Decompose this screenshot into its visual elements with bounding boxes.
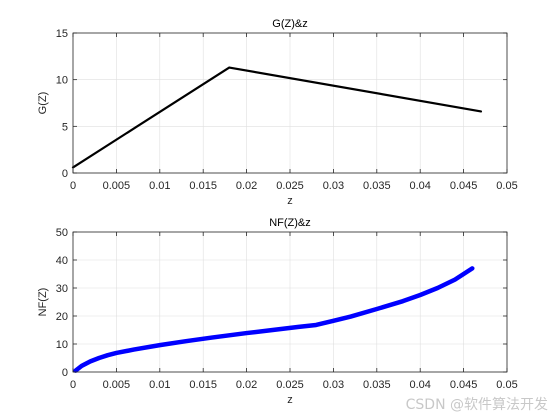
top-x-tick-label-0: 0 bbox=[70, 180, 76, 192]
top-series bbox=[71, 66, 483, 169]
top-x-tick-label-7: 0.035 bbox=[363, 180, 391, 192]
watermark-text: CSDN @软件算法开发 bbox=[405, 397, 548, 413]
bottom-y-tick-label-5: 50 bbox=[56, 227, 68, 239]
top-x-tick-label-4: 0.02 bbox=[236, 180, 257, 192]
top-x-axis-label: z bbox=[287, 195, 293, 207]
bottom-x-tick-label-5: 0.025 bbox=[276, 379, 304, 391]
top-chart-title: G(Z)&z bbox=[272, 18, 307, 30]
top-ticks bbox=[72, 32, 508, 174]
bottom-x-tick-label-3: 0.015 bbox=[189, 379, 217, 391]
bottom-y-tick-label-1: 10 bbox=[56, 339, 68, 351]
bottom-y-axis-label: NF(Z) bbox=[37, 288, 49, 317]
top-x-tick-label-2: 0.01 bbox=[149, 180, 170, 192]
bottom-series-line-0 bbox=[73, 266, 475, 373]
bottom-y-tick-label-4: 40 bbox=[56, 255, 68, 267]
bottom-x-tick-label-10: 0.05 bbox=[496, 379, 517, 391]
top-y-tick-label-1: 5 bbox=[62, 121, 68, 133]
top-x-tick-label-3: 0.015 bbox=[189, 180, 217, 192]
bottom-x-tick-label-8: 0.04 bbox=[409, 379, 430, 391]
bottom-y-tick-label-2: 20 bbox=[56, 311, 68, 323]
top-y-axis-label: G(Z) bbox=[37, 92, 49, 115]
top-x-tick-label-8: 0.04 bbox=[409, 180, 430, 192]
top-x-tick-label-5: 0.025 bbox=[276, 180, 304, 192]
top-y-tick-label-0: 0 bbox=[62, 168, 68, 180]
top-chart: 0 0.005 0.01 0.015 0.02 0.025 0.03 0.035 0.04 0.0… bbox=[37, 18, 518, 207]
top-tick-labels: 0 0.005 0.01 0.015 0.02 0.025 0.03 0.035 0.04 0.0… bbox=[56, 28, 518, 192]
bottom-x-tick-label-0: 0 bbox=[70, 379, 76, 391]
bottom-x-tick-label-4: 0.02 bbox=[236, 379, 257, 391]
bottom-series bbox=[73, 266, 475, 373]
top-x-tick-label-6: 0.03 bbox=[323, 180, 344, 192]
bottom-x-tick-label-2: 0.01 bbox=[149, 379, 170, 391]
top-x-tick-label-10: 0.05 bbox=[496, 180, 517, 192]
top-x-tick-label-1: 0.005 bbox=[103, 180, 131, 192]
bottom-x-tick-label-1: 0.005 bbox=[103, 379, 131, 391]
bottom-ticks bbox=[72, 231, 508, 373]
top-x-tick-label-9: 0.045 bbox=[450, 180, 478, 192]
bottom-tick-labels: 0 0.005 0.01 0.015 0.02 0.025 0.03 0.035 0.04 0.0… bbox=[56, 227, 518, 391]
bottom-x-axis-label: z bbox=[287, 394, 293, 406]
bottom-y-tick-label-0: 0 bbox=[62, 367, 68, 379]
top-y-tick-label-3: 15 bbox=[56, 28, 68, 40]
bottom-y-tick-label-3: 30 bbox=[56, 283, 68, 295]
top-y-tick-label-2: 10 bbox=[56, 75, 68, 87]
bottom-x-tick-label-6: 0.03 bbox=[323, 379, 344, 391]
top-series-line-0 bbox=[71, 66, 483, 169]
bottom-x-tick-label-9: 0.045 bbox=[450, 379, 478, 391]
bottom-chart: 0 0.005 0.01 0.015 0.02 0.025 0.03 0.035 0.04 0.0… bbox=[37, 217, 518, 406]
bottom-chart-title: NF(Z)&z bbox=[269, 217, 311, 229]
bottom-x-tick-label-7: 0.035 bbox=[363, 379, 391, 391]
